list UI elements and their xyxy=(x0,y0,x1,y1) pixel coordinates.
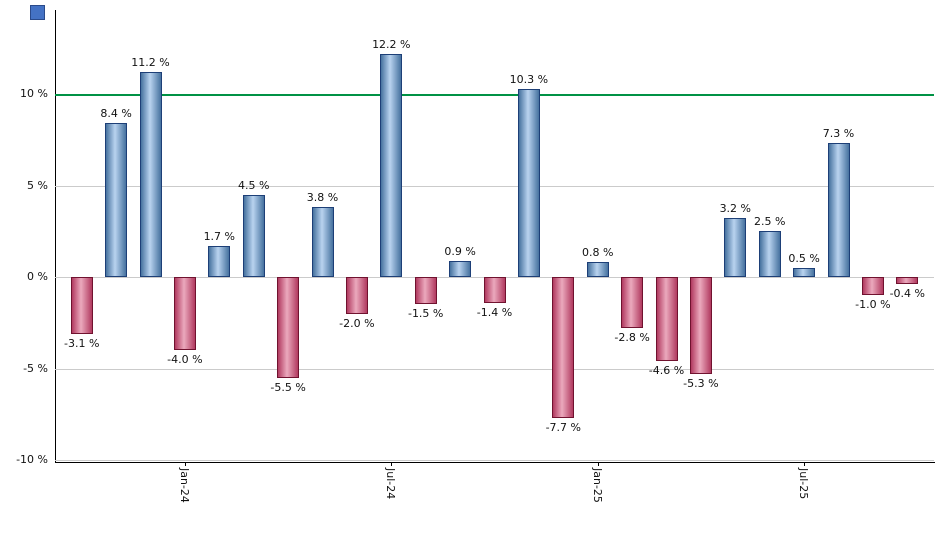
corner-marker-icon xyxy=(30,5,45,20)
bar-value-label: 7.3 % xyxy=(822,127,855,141)
bar-value-label: 0.8 % xyxy=(581,246,614,260)
x-axis-tick xyxy=(804,462,806,466)
bar-value-label: -1.5 % xyxy=(407,307,444,321)
bar-Mar-24 xyxy=(242,194,265,277)
bar-Aug-25 xyxy=(827,143,850,277)
bar-value-label: 0.5 % xyxy=(788,251,820,265)
bar-May-25 xyxy=(724,218,747,277)
x-axis-tick-label: Jul-25 xyxy=(797,468,811,500)
y-axis-tick-label: -5 % xyxy=(23,361,48,375)
x-axis-tick xyxy=(597,462,599,466)
bar-value-label: 8.4 % xyxy=(100,107,132,121)
bar-value-label: -7.7 % xyxy=(545,420,581,434)
bar-Feb-25 xyxy=(621,277,644,329)
bar-Dec-23 xyxy=(139,72,162,277)
bar-Feb-24 xyxy=(208,245,231,277)
bar-Jan-24 xyxy=(173,277,196,351)
gridline xyxy=(55,368,934,370)
bar-value-label: 12.2 % xyxy=(372,37,411,51)
y-axis-tick-label: 0 % xyxy=(27,270,48,283)
y-axis-tick-label: 5 % xyxy=(27,178,48,192)
bar-Jun-24 xyxy=(345,277,368,314)
bar-Nov-24 xyxy=(517,88,540,277)
bar-Mar-25 xyxy=(655,277,678,362)
bar-value-label: -2.0 % xyxy=(339,316,375,330)
bar-Oct-25 xyxy=(896,277,919,285)
x-axis-tick-label: Jan-24 xyxy=(177,468,191,503)
bar-Dec-24 xyxy=(552,277,575,418)
bar-Jul-25 xyxy=(793,267,816,277)
bar-value-label: -1.4 % xyxy=(476,305,513,319)
bar-value-label: -2.8 % xyxy=(614,331,650,345)
bar-Apr-25 xyxy=(689,277,712,374)
x-axis-tick-label: Jul-24 xyxy=(384,468,398,500)
bar-Sep-25 xyxy=(861,277,884,296)
bar-Jun-25 xyxy=(758,231,781,277)
x-axis-tick xyxy=(391,462,393,466)
bar-value-label: -4.0 % xyxy=(167,353,203,367)
bar-value-label: 11.2 % xyxy=(131,56,170,70)
y-axis-tick-label: -10 % xyxy=(16,453,48,466)
bar-value-label: 1.7 % xyxy=(203,229,236,243)
gridline xyxy=(55,185,934,187)
bar-Apr-24 xyxy=(277,277,300,378)
bar-value-label: 10.3 % xyxy=(509,72,549,86)
bar-value-label: -4.6 % xyxy=(648,364,685,378)
bar-Jan-25 xyxy=(586,262,609,277)
bar-value-label: 0.9 % xyxy=(444,244,476,258)
bar-Oct-24 xyxy=(483,277,506,303)
bar-Aug-24 xyxy=(414,277,437,305)
bar-value-label: 4.5 % xyxy=(237,178,270,192)
bar-value-label: 3.8 % xyxy=(306,191,339,205)
bar-value-label: -3.1 % xyxy=(63,336,100,350)
bar-value-label: -5.5 % xyxy=(270,380,306,394)
x-axis-line xyxy=(55,462,935,463)
bar-Nov-23 xyxy=(105,123,128,277)
bar-value-label: -1.0 % xyxy=(855,298,891,312)
y-axis-tick-label: 10 % xyxy=(20,87,48,100)
x-axis-tick-label: Jan-25 xyxy=(590,468,604,503)
threshold-line xyxy=(55,94,934,96)
bar-value-label: -0.4 % xyxy=(889,287,925,301)
y-axis-line xyxy=(55,10,56,463)
bar-Jul-24 xyxy=(380,53,403,277)
plot-area: -3.1 % 8.4 % 11.2 % -4.0 % 1.7 % 4.5 % -5.5 % 3… xyxy=(55,10,934,462)
bar-value-label: -5.3 % xyxy=(683,376,719,390)
bar-value-label: 2.5 % xyxy=(753,215,786,229)
gridline xyxy=(55,460,934,461)
bar-May-24 xyxy=(311,207,334,277)
bar-Sep-24 xyxy=(449,260,472,277)
x-axis-tick xyxy=(184,462,186,466)
bar-Oct-23 xyxy=(70,277,93,334)
bar-value-label: 3.2 % xyxy=(719,202,752,216)
